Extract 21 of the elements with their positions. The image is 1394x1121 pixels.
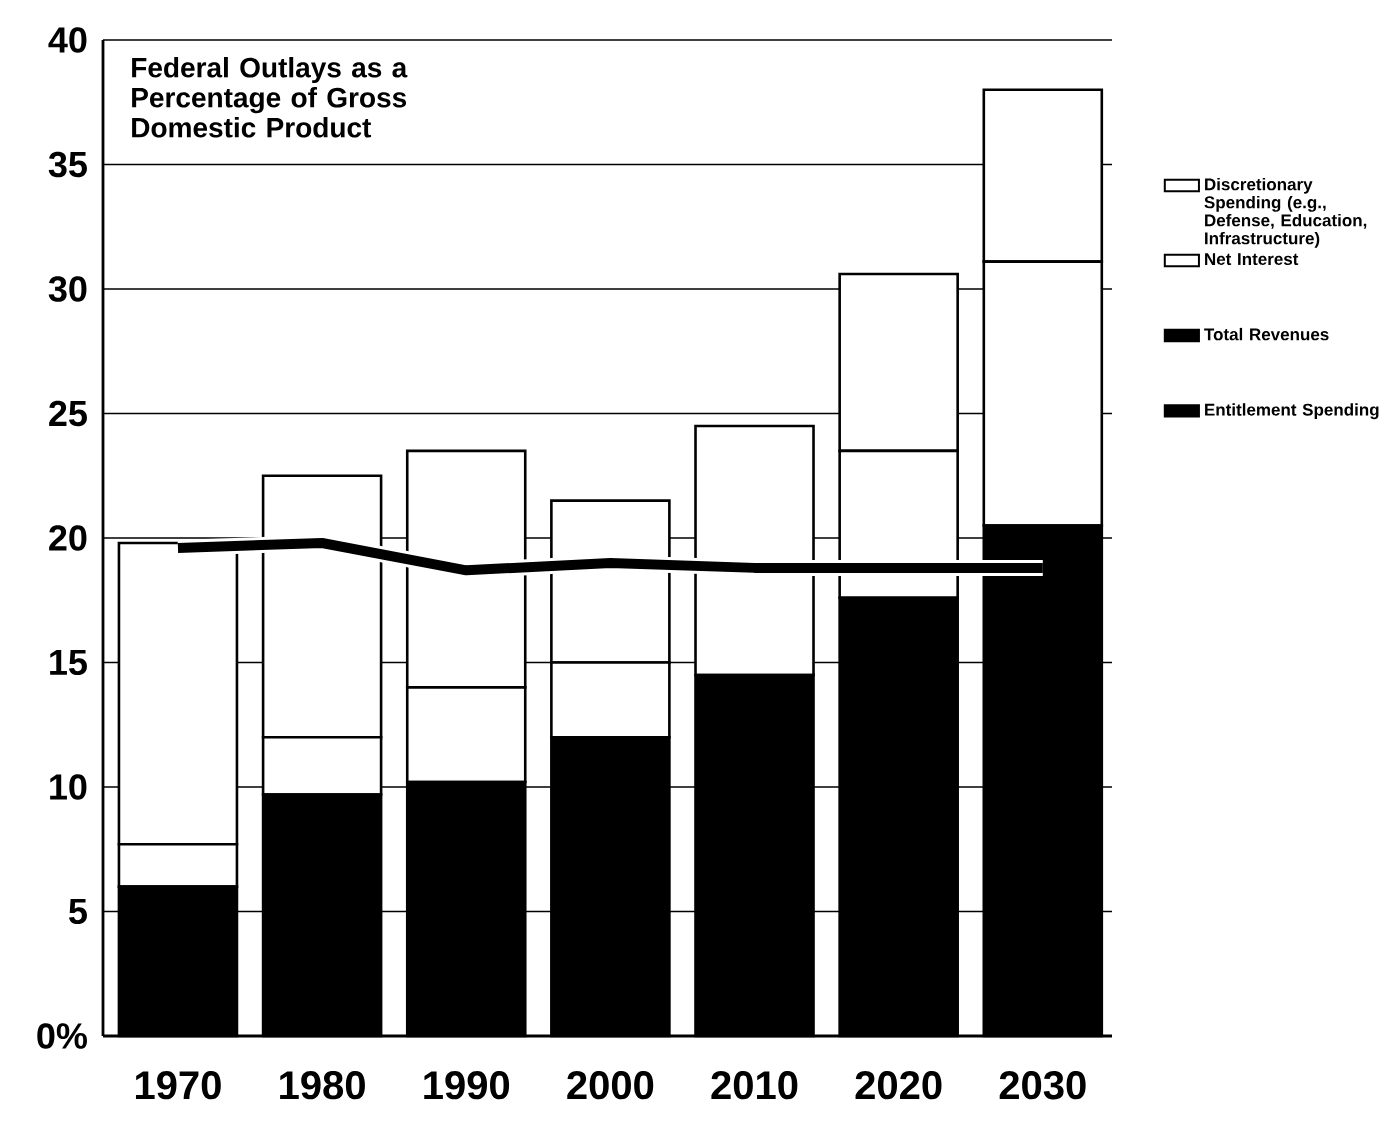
y-tick-label: 20 — [49, 525, 87, 551]
x-tick-label: 1990 — [424, 1071, 510, 1100]
x-tick-label: 2010 — [711, 1071, 798, 1100]
x-tick-label: 1970 — [135, 1071, 221, 1100]
x-tick-label: 1980 — [280, 1071, 365, 1100]
y-tick-label: 0% — [37, 1023, 87, 1049]
x-tick-label: 2000 — [567, 1071, 654, 1100]
y-tick-label: 5 — [69, 898, 87, 925]
y-tick-label: 25 — [49, 400, 87, 427]
x-tick-label: 2030 — [999, 1071, 1086, 1100]
y-tick-label: 15 — [50, 649, 87, 676]
y-tick-label: 35 — [48, 151, 87, 178]
y-tick-label: 30 — [48, 276, 87, 302]
legend-label: Net Interest — [1205, 253, 1299, 266]
y-tick-label: 40 — [48, 27, 87, 53]
text: Federal Outlays as a Percentage of Gross Domestic Product — [132, 57, 408, 138]
legend-label: Entitlement Spending — [1205, 403, 1379, 420]
x-tick-label: 2020 — [855, 1071, 942, 1100]
legend-label: Discretionary Spending (e.g., Defense, Education, Infrastructure) — [1204, 177, 1367, 248]
y-tick-label: 10 — [50, 774, 87, 800]
legend-label: Total Revenues — [1204, 327, 1329, 341]
